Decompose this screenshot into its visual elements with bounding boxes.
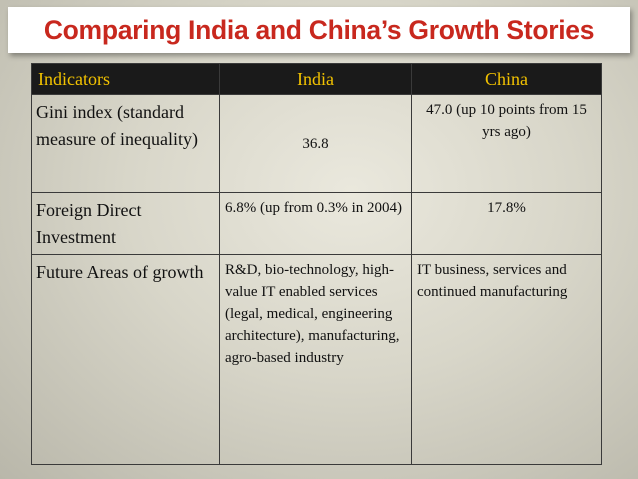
slide-title: Comparing India and China’s Growth Stori…: [43, 14, 595, 45]
china-cell: 47.0 (up 10 points from 15 yrs ago): [411, 94, 602, 193]
header-china: China: [411, 63, 602, 95]
comparison-table: Indicators India China Gini index (stand…: [31, 63, 602, 465]
header-indicators: Indicators: [31, 63, 220, 95]
table-row: Foreign Direct Investment 6.8% (up from …: [31, 192, 602, 255]
title-bar: Comparing India and China’s Growth Stori…: [8, 7, 630, 53]
indicator-cell: Future Areas of growth: [31, 254, 220, 465]
indicator-cell: Gini index (standard measure of inequali…: [31, 94, 220, 193]
header-india: India: [219, 63, 412, 95]
table-row: Future Areas of growth R&D, bio-technolo…: [31, 254, 602, 465]
india-cell: R&D, bio-technology, high-value IT enabl…: [219, 254, 412, 465]
india-cell: 6.8% (up from 0.3% in 2004): [219, 192, 412, 255]
indicator-cell: Foreign Direct Investment: [31, 192, 220, 255]
table-row: Gini index (standard measure of inequali…: [31, 94, 602, 193]
india-cell: 36.8: [219, 94, 412, 193]
china-cell: 17.8%: [411, 192, 602, 255]
table-header-row: Indicators India China: [31, 63, 602, 95]
china-cell: IT business, services and continued manu…: [411, 254, 602, 465]
